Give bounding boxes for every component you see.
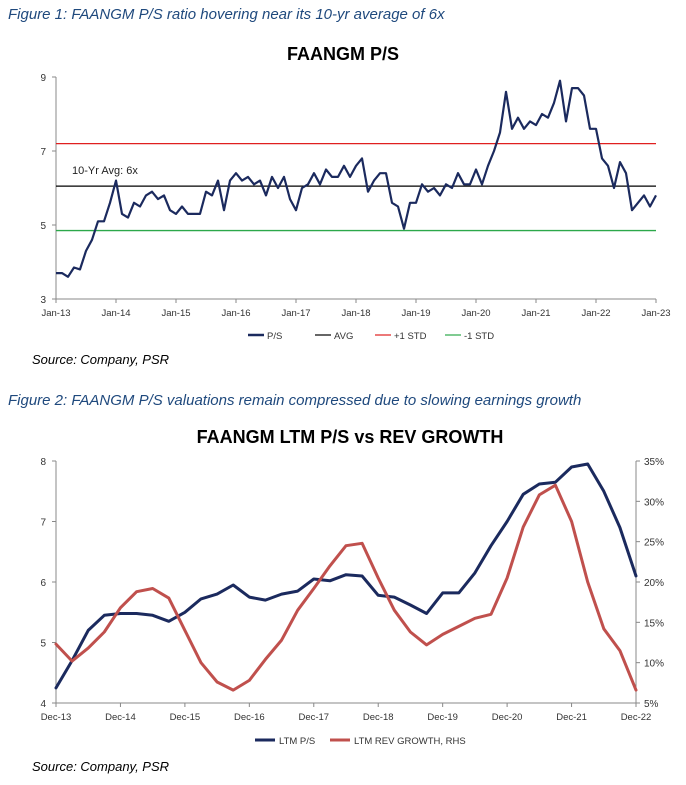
chart-faangm-ps: FAANGM P/S 3 5 7 9 Jan-13 Jan-14 Jan-15 Jan-16 Ja… bbox=[40, 44, 670, 342]
series-line-ltm-ps bbox=[54, 462, 638, 690]
y2-tick-label: 15% bbox=[644, 618, 664, 629]
series-line-rev-growth bbox=[54, 483, 638, 692]
x-tick-label: Jan-13 bbox=[41, 308, 70, 319]
y2-tick-label: 20% bbox=[644, 578, 664, 589]
x-tick-label: Jan-21 bbox=[521, 308, 550, 319]
x-tick-label: Jan-15 bbox=[161, 308, 190, 319]
figure2-source: Source: Company, PSR bbox=[32, 759, 170, 774]
y-tick-label: 4 bbox=[40, 699, 46, 710]
chart-title: FAANGM P/S bbox=[287, 44, 399, 64]
chart-title: FAANGM LTM P/S vs REV GROWTH bbox=[197, 427, 504, 447]
x-tick-label: Jan-20 bbox=[461, 308, 490, 319]
x-tick-label: Dec-19 bbox=[427, 712, 458, 723]
y-tick-label: 5 bbox=[40, 639, 46, 650]
legend-label: AVG bbox=[334, 331, 353, 342]
figure1-caption: Figure 1: FAANGM P/S ratio hovering near… bbox=[8, 6, 445, 23]
x-tick-label: Dec-18 bbox=[363, 712, 394, 723]
figure1-source: Source: Company, PSR bbox=[32, 352, 170, 367]
x-tick-label: Jan-19 bbox=[401, 308, 430, 319]
y-tick-label: 9 bbox=[40, 73, 46, 84]
legend-label: -1 STD bbox=[464, 331, 494, 342]
x-tick-label: Jan-16 bbox=[221, 308, 250, 319]
x-tick-label: Dec-15 bbox=[170, 712, 201, 723]
y-tick-label: 8 bbox=[40, 457, 46, 468]
x-tick-label: Dec-14 bbox=[105, 712, 136, 723]
x-tick-label: Jan-18 bbox=[341, 308, 370, 319]
y2-tick-label: 5% bbox=[644, 699, 659, 710]
series-line-ps bbox=[56, 79, 657, 278]
x-tick-label: Dec-21 bbox=[556, 712, 587, 723]
x-tick-label: Jan-22 bbox=[581, 308, 610, 319]
y2-tick-label: 25% bbox=[644, 538, 664, 549]
chart-faangm-ltm-ps-vs-rev: FAANGM LTM P/S vs REV GROWTH 4 5 6 7 8 5% 10% 15… bbox=[40, 427, 664, 747]
y2-tick-label: 30% bbox=[644, 497, 664, 508]
y2-tick-label: 35% bbox=[644, 457, 664, 468]
y-tick-label: 5 bbox=[40, 221, 46, 232]
legend-label: +1 STD bbox=[394, 331, 427, 342]
x-tick-label: Dec-20 bbox=[492, 712, 523, 723]
x-tick-label: Jan-17 bbox=[281, 308, 310, 319]
x-tick-label: Dec-17 bbox=[298, 712, 329, 723]
avg-annotation: 10-Yr Avg: 6x bbox=[72, 165, 138, 177]
figure2-caption: Figure 2: FAANGM P/S valuations remain c… bbox=[8, 392, 582, 409]
x-tick-label: Dec-13 bbox=[41, 712, 72, 723]
legend-label: P/S bbox=[267, 331, 282, 342]
legend-label: LTM P/S bbox=[279, 736, 315, 747]
y-tick-label: 3 bbox=[40, 295, 46, 306]
y-tick-label: 7 bbox=[40, 147, 46, 158]
x-tick-label: Dec-22 bbox=[621, 712, 652, 723]
x-tick-label: Jan-14 bbox=[101, 308, 130, 319]
x-tick-label: Dec-16 bbox=[234, 712, 265, 723]
y-tick-label: 6 bbox=[40, 578, 46, 589]
x-tick-label: Jan-23 bbox=[641, 308, 670, 319]
y2-tick-label: 10% bbox=[644, 659, 664, 670]
y-tick-label: 7 bbox=[40, 518, 46, 529]
legend-label: LTM REV GROWTH, RHS bbox=[354, 736, 466, 747]
